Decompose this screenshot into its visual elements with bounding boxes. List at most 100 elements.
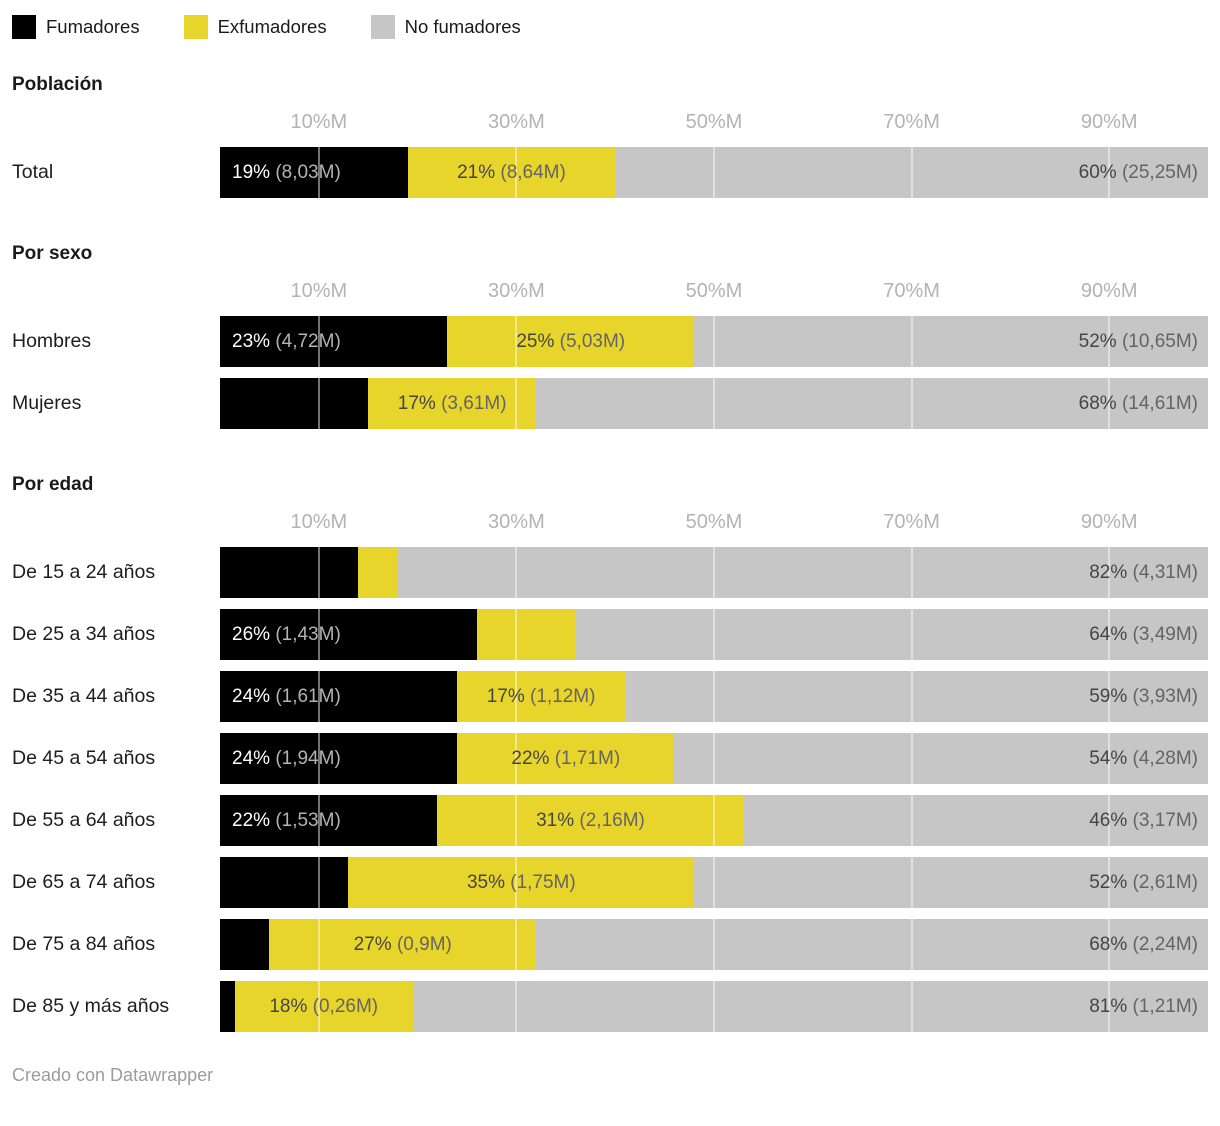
stacked-bar: 22% (1,53M) 31% (2,16M) 46% (3,17M) — [220, 795, 1208, 846]
segment-no-fumadores: 59% (3,93M) — [625, 671, 1208, 722]
row-label: De 65 a 74 años — [12, 871, 156, 893]
axis-tick-label: 10%M — [290, 280, 348, 302]
legend: Fumadores Exfumadores No fumadores — [12, 14, 1208, 40]
row-label: De 75 a 84 años — [12, 933, 156, 955]
segment-exfumadores: 31% (2,16M) — [437, 795, 744, 846]
x-axis: 10%M 30%M 50%M 70%M 90%M — [220, 110, 1208, 134]
chart-row: De 75 a 84 años 27% (0,9M) 68% (2,24M) — [12, 919, 1208, 970]
segment-exfumadores: 35% (1,75M) — [348, 857, 695, 908]
legend-label: No fumadores — [404, 16, 521, 37]
segment-label: 19% (8,03M) — [232, 161, 341, 183]
segment-label: 26% (1,43M) — [232, 623, 341, 645]
segment-label: 60% (25,25M) — [1078, 161, 1198, 183]
credit: Creado con Datawrapper — [12, 1065, 214, 1085]
row-label: De 45 a 54 años — [12, 747, 156, 769]
segment-label: 17% (3,61M) — [397, 392, 507, 414]
row-label: Mujeres — [12, 392, 82, 414]
stacked-bar: 26% (1,43M) 64% (3,49M) — [220, 609, 1208, 660]
segment-label: 31% (2,16M) — [536, 809, 645, 831]
segment-fumadores — [220, 919, 270, 970]
chart-row: Hombres 23% (4,72M) 25% (5,03M) 52% (10,65M… — [12, 316, 1208, 367]
legend-item-no-fumadores: No fumadores — [370, 15, 521, 39]
axis-tick-label: 90%M — [1080, 111, 1138, 133]
segment-exfumadores — [358, 547, 398, 598]
segment-exfumadores: 25% (5,03M) — [447, 316, 695, 367]
axis-tick-label: 50%M — [685, 280, 743, 302]
row-label: Hombres — [12, 330, 92, 352]
axis-tick-label: 10%M — [290, 511, 348, 533]
chart-row: De 15 a 24 años 82% (4,31M) — [12, 547, 1208, 598]
segment-no-fumadores: 68% (2,24M) — [536, 919, 1208, 970]
segment-label: 22% (1,71M) — [511, 747, 621, 769]
x-axis: 10%M 30%M 50%M 70%M 90%M — [220, 510, 1208, 534]
stacked-bar: 35% (1,75M) 52% (2,61M) — [220, 857, 1208, 908]
chart-row: Total 19% (8,03M) 21% (8,64M) 60% (25,25M) — [12, 147, 1208, 198]
segment-label: 82% (4,31M) — [1089, 561, 1198, 583]
stacked-bar: 82% (4,31M) — [220, 547, 1208, 598]
axis-tick-label: 30%M — [488, 111, 545, 133]
chart-row: Mujeres 17% (3,61M) 68% (14,61M) — [12, 378, 1208, 429]
segment-no-fumadores: 60% (25,25M) — [615, 147, 1208, 198]
segment-label: 68% (2,24M) — [1089, 933, 1198, 955]
segment-label: 18% (0,26M) — [269, 995, 379, 1017]
row-label: De 25 a 34 años — [12, 623, 156, 645]
segment-fumadores: 24% (1,94M) — [220, 733, 458, 784]
section-title: Por edad — [12, 474, 94, 495]
segment-no-fumadores: 64% (3,49M) — [575, 609, 1208, 660]
axis-tick-label: 10%M — [290, 111, 348, 133]
stacked-bar: 19% (8,03M) 21% (8,64M) 60% (25,25M) — [220, 147, 1208, 198]
x-axis: 10%M 30%M 50%M 70%M 90%M — [220, 279, 1208, 303]
legend-item-exfumadores: Exfumadores — [183, 15, 327, 39]
legend-label: Exfumadores — [217, 16, 327, 37]
axis-tick-label: 50%M — [685, 511, 743, 533]
axis-tick-label: 70%M — [883, 280, 940, 302]
stacked-bar: 24% (1,94M) 22% (1,71M) 54% (4,28M) — [220, 733, 1208, 784]
segment-no-fumadores: 52% (10,65M) — [694, 316, 1208, 367]
segment-fumadores — [220, 547, 359, 598]
legend-item-fumadores: Fumadores — [12, 15, 140, 39]
segment-fumadores: 19% (8,03M) — [220, 147, 408, 198]
row-label: De 15 a 24 años — [12, 561, 156, 583]
segment-label: 24% (1,94M) — [232, 747, 341, 769]
row-label: Total — [12, 161, 54, 183]
stacked-bar: 18% (0,26M) 81% (1,21M) — [220, 981, 1208, 1032]
segment-label: 25% (5,03M) — [516, 330, 626, 352]
segment-fumadores: 24% (1,61M) — [220, 671, 458, 722]
row-label: De 85 y más años — [12, 995, 170, 1017]
segment-label: 59% (3,93M) — [1089, 685, 1198, 707]
segment-fumadores — [220, 378, 369, 429]
segment-exfumadores — [476, 609, 576, 660]
segment-fumadores: 22% (1,53M) — [220, 795, 438, 846]
segment-no-fumadores: 81% (1,21M) — [412, 981, 1208, 1032]
axis-tick-label: 90%M — [1080, 280, 1138, 302]
segment-exfumadores: 21% (8,64M) — [407, 147, 616, 198]
segment-no-fumadores: 52% (2,61M) — [694, 857, 1208, 908]
segment-label: 35% (1,75M) — [466, 871, 576, 893]
segment-label: 52% (10,65M) — [1078, 330, 1198, 352]
segment-label: 54% (4,28M) — [1089, 747, 1198, 769]
segment-fumadores — [220, 857, 349, 908]
segment-fumadores: 26% (1,43M) — [220, 609, 477, 660]
legend-label: Fumadores — [46, 16, 140, 37]
axis-tick-label: 30%M — [488, 511, 545, 533]
segment-exfumadores: 27% (0,9M) — [269, 919, 537, 970]
stacked-bar: 17% (3,61M) 68% (14,61M) — [220, 378, 1208, 429]
segment-label: 46% (3,17M) — [1089, 809, 1198, 831]
segment-label: 68% (14,61M) — [1078, 392, 1198, 414]
segment-label: 23% (4,72M) — [232, 330, 341, 352]
section: Por sexo 10%M 30%M 50%M 70%M 90%M Hombres 23% (… — [12, 242, 1208, 429]
segment-fumadores: 23% (4,72M) — [220, 316, 448, 367]
segment-exfumadores: 17% (3,61M) — [368, 378, 537, 429]
chart-row: De 35 a 44 años 24% (1,61M) 17% (1,12M) 59%… — [12, 671, 1208, 722]
axis-tick-label: 90%M — [1080, 511, 1138, 533]
exfumadores-swatch-icon — [183, 15, 208, 39]
axis-tick-label: 70%M — [883, 511, 940, 533]
segment-label: 22% (1,53M) — [232, 809, 341, 831]
segment-no-fumadores: 54% (4,28M) — [674, 733, 1208, 784]
section-title: Población — [12, 74, 103, 95]
axis-tick-label: 70%M — [883, 111, 940, 133]
segment-exfumadores: 22% (1,71M) — [457, 733, 675, 784]
segment-no-fumadores: 46% (3,17M) — [743, 795, 1208, 846]
section: Población 10%M 30%M 50%M 70%M 90%M Total 19% (8… — [12, 73, 1208, 198]
segment-exfumadores: 17% (1,12M) — [457, 671, 626, 722]
